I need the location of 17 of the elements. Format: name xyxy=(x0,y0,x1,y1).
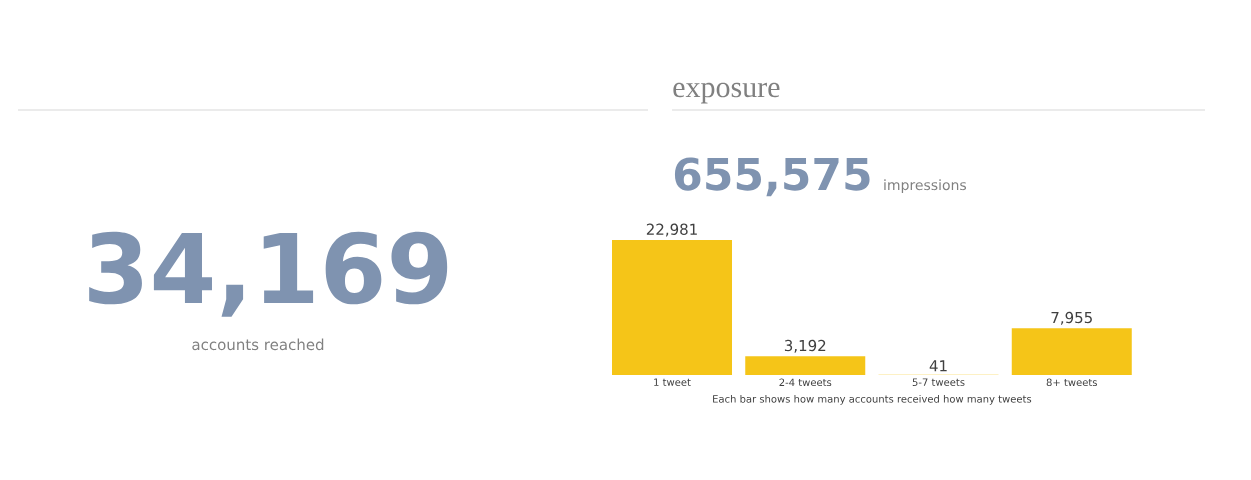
text: 655,575 xyxy=(674,157,870,197)
x-tick-label: 1 tweet xyxy=(654,378,691,386)
data-label: 3,192 xyxy=(784,339,826,353)
bar xyxy=(745,356,866,375)
x-tick-label: 2-4 tweets xyxy=(779,378,832,387)
data-label: 41 xyxy=(929,360,947,372)
bar xyxy=(612,240,733,375)
chart-title: exposure xyxy=(673,82,780,104)
text: accounts reached xyxy=(192,338,324,351)
x-axis-title: Each bar shows how many accounts received how many tweets xyxy=(713,394,1032,405)
bar xyxy=(1011,328,1132,375)
data-label: 22,981 xyxy=(646,223,697,237)
data-label: 7,955 xyxy=(1051,311,1092,325)
text: impressions xyxy=(884,179,967,193)
text: 34,169 xyxy=(89,231,448,317)
x-tick-label: 5-7 tweets xyxy=(912,378,965,386)
x-tick-label: 8+ tweets xyxy=(1046,378,1097,387)
